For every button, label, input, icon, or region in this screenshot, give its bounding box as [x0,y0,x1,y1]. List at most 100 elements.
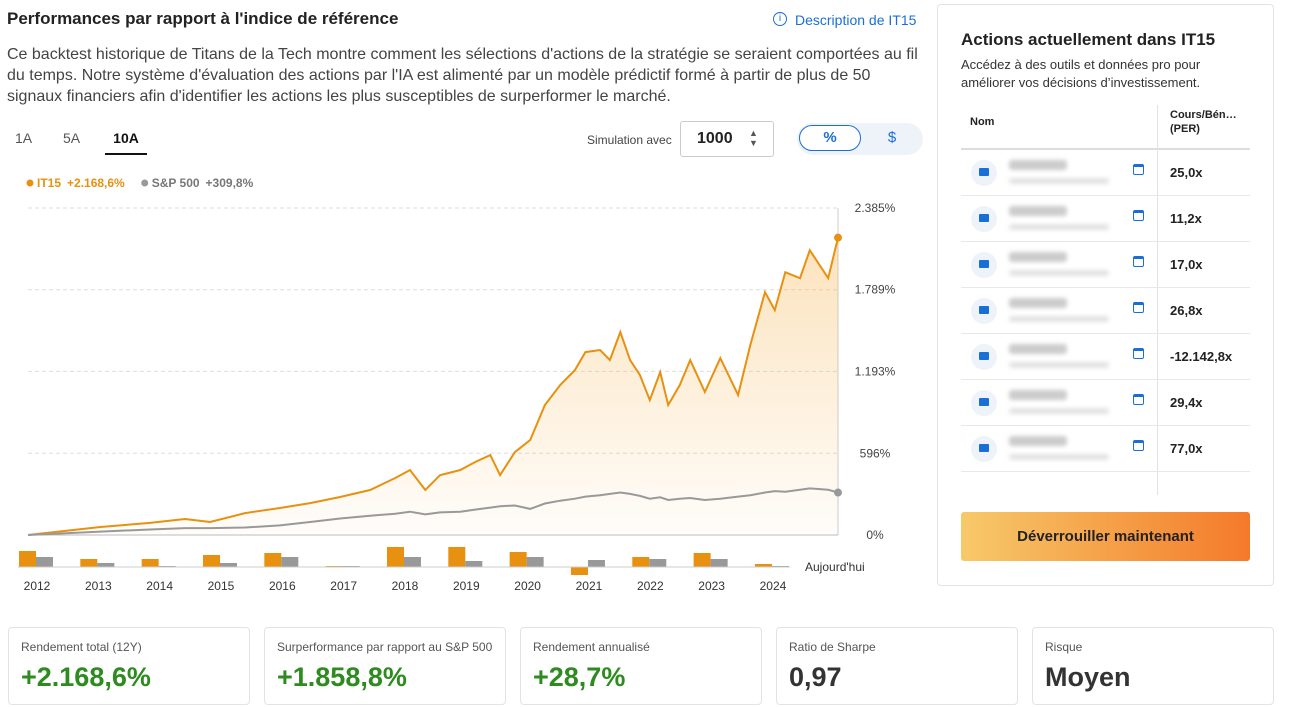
laptop-icon [979,398,989,406]
description-link[interactable]: Description de IT15 [795,12,917,28]
stat-label: Surperformance par rapport au S&P 500 [277,640,493,654]
line [27,237,839,536]
x-tick-label: 2022 [637,579,664,593]
description: Ce backtest historique de Titans de la T… [7,46,918,105]
stat-value: 0,97 [789,662,842,692]
table-row [961,334,1250,380]
x-tick-label: 2020 [514,579,541,593]
unlock-button[interactable]: Déverrouiller maintenant [961,512,1250,561]
tab[interactable]: 5A [63,130,81,146]
stat-value: +2.168,6% [21,662,151,692]
x-tick-label: 2023 [698,579,725,593]
laptop-icon [979,168,989,176]
bar [36,557,53,567]
lock-icon[interactable] [1133,256,1144,267]
bar [649,559,667,567]
stat-label: Rendement total (12Y) [21,640,142,654]
chart: 0% 596% 1.193% 1.789% 2.385% IT15 +2.168,6% S&P… [18,176,896,593]
legend-value: +309,8% [206,176,254,190]
x-tick-label: 2012 [24,579,51,593]
y-tick-label: 1.193% [855,364,896,378]
area [28,237,838,535]
stat-card: Ratio de Sharpe 0,97 [776,627,1018,705]
per-value: 77,0x [1170,441,1203,456]
laptop-icon [979,260,989,268]
per-value: -12.142,8x [1170,349,1233,364]
amount: 1000 [697,130,733,147]
blurred-name [1009,362,1109,368]
laptop-icon [979,444,989,452]
line [27,487,839,536]
blurred-name [1009,316,1109,322]
bar [526,557,544,567]
stat-value: Moyen [1045,662,1131,692]
bar [587,560,605,567]
stat-label: Ratio de Sharpe [789,640,876,654]
legend-dot [141,179,149,187]
holdings-title: Actions actuellement dans IT15 [961,30,1216,49]
blurred-name [1009,224,1109,230]
x-tick-label: 2013 [85,579,112,593]
lock-icon[interactable] [1133,164,1144,175]
table-header [961,105,1250,150]
table-row [961,426,1250,472]
bar [219,563,237,567]
bar [264,553,282,567]
amount-input[interactable]: 1000 ▲ ▼ [680,121,774,157]
blurred-ticker [1009,390,1067,400]
tab-active[interactable]: 10A [105,130,147,155]
stat-label: Rendement annualisé [533,640,650,654]
table-row [961,196,1250,242]
legend-value: +2.168,6% [67,176,125,190]
toggle-dollar[interactable]: $ [887,129,897,146]
x-tick-label: 2021 [576,579,603,593]
bar [693,553,711,567]
x-tick-label: 2017 [330,579,357,593]
y-tick-label: 1.789% [855,283,896,297]
per-value: 26,8x [1170,303,1203,318]
stat-card: Rendement annualisé +28,7% [520,627,762,705]
bar [632,557,650,567]
lock-icon[interactable] [1133,394,1144,405]
bar [448,547,466,567]
x-tick-label: 2015 [208,579,235,593]
info-icon: i [773,12,787,26]
lock-icon[interactable] [1133,302,1144,313]
legend-dot [26,179,34,187]
laptop-icon [979,352,989,360]
spinner[interactable]: ▲ ▼ [749,128,758,148]
end-label: Aujourd'hui [805,560,865,574]
blurred-name [1009,408,1109,414]
col-per-sub: (PER) [1170,123,1200,135]
bar [465,561,483,567]
per-value: 29,4x [1170,395,1203,410]
lock-icon[interactable] [1133,440,1144,451]
blurred-name [1009,178,1109,184]
stat-card: Rendement total (12Y) +2.168,6% [8,627,250,705]
stat-value: +1.858,8% [277,662,407,692]
bar [281,557,299,567]
bar [386,547,404,567]
toggle-percent[interactable]: % [799,125,861,151]
col-divider [1157,105,1158,495]
table-row [961,288,1250,334]
stat-label: Risque [1045,640,1083,654]
bar [141,559,159,567]
blurred-name [1009,270,1109,276]
lock-icon[interactable] [1133,348,1144,359]
bar [754,564,772,567]
lock-icon[interactable] [1133,210,1144,221]
blurred-ticker [1009,252,1067,262]
x-tick-label: 2019 [453,579,480,593]
per-value: 25,0x [1170,165,1203,180]
table-row [961,380,1250,426]
bar [202,555,220,567]
bar [19,551,36,567]
x-tick-label: 2018 [392,579,419,593]
tab[interactable]: 1A [15,130,33,146]
legend-name: S&P 500 [152,176,200,190]
x-tick-label: 2016 [269,579,296,593]
laptop-icon [979,306,989,314]
y-tick-label: 0% [866,528,884,542]
